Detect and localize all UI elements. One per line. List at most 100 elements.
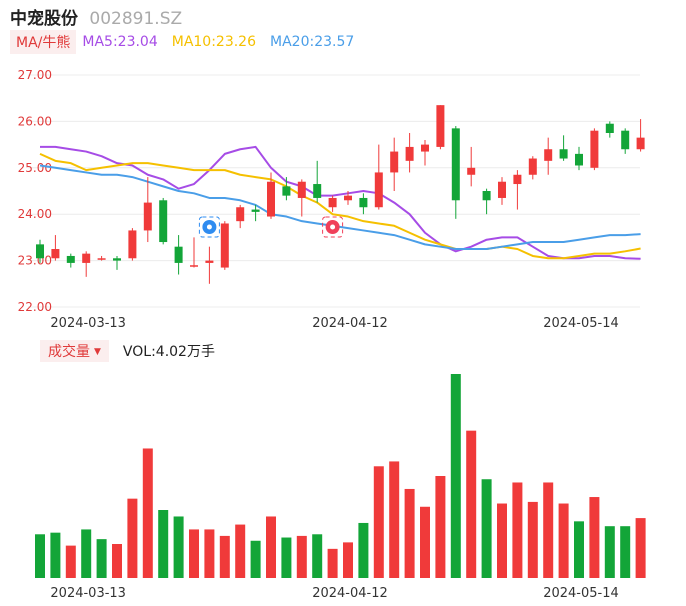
volume-bar bbox=[389, 461, 400, 578]
candle bbox=[251, 204, 260, 222]
candle-body bbox=[82, 253, 91, 263]
candle-body bbox=[220, 223, 229, 268]
volume-bar bbox=[604, 526, 615, 578]
volume-legend: 成交量 ▼ VOL:4.02万手 bbox=[40, 340, 215, 362]
volume-bar bbox=[466, 430, 477, 578]
volume-bar bbox=[574, 521, 584, 578]
candle-body bbox=[621, 130, 630, 150]
candle-body bbox=[590, 130, 599, 168]
volume-bar bbox=[589, 497, 600, 578]
candle-body bbox=[236, 207, 245, 222]
volume-bar bbox=[558, 503, 569, 578]
candle bbox=[113, 255, 121, 270]
candle-body bbox=[636, 137, 645, 150]
candle bbox=[236, 204, 245, 229]
candle bbox=[390, 137, 399, 191]
volume-bar bbox=[312, 534, 323, 578]
volume-x-tick-label: 2024-04-12 bbox=[312, 586, 388, 601]
candle bbox=[544, 137, 553, 175]
marker-center bbox=[206, 224, 212, 230]
volume-bar bbox=[250, 540, 261, 578]
volume-bar bbox=[404, 488, 415, 578]
candle bbox=[159, 197, 168, 245]
ma20-legend: MA20:23.57 bbox=[270, 34, 355, 50]
x-tick-label: 2024-03-13 bbox=[50, 316, 126, 331]
candle-body bbox=[328, 197, 337, 208]
candle-body bbox=[528, 158, 537, 175]
candle-body bbox=[451, 128, 460, 201]
candle-body bbox=[513, 174, 522, 185]
marker-center bbox=[330, 224, 336, 230]
ma5-line bbox=[40, 145, 641, 260]
candle-body bbox=[359, 197, 368, 208]
candle-body bbox=[436, 105, 445, 147]
candle-body bbox=[66, 255, 75, 263]
volume-bar bbox=[420, 506, 430, 578]
y-tick-label: 25.00 bbox=[18, 161, 52, 175]
ma10-legend: MA10:23.26 bbox=[171, 34, 257, 50]
bear-badge-icon bbox=[322, 216, 344, 238]
candle bbox=[636, 119, 645, 152]
candle bbox=[220, 221, 229, 270]
bull-badge-icon bbox=[198, 216, 220, 238]
candle bbox=[359, 193, 368, 215]
ma20-line bbox=[39, 164, 641, 250]
volume-bar bbox=[481, 479, 492, 578]
dropdown-caret-icon: ▼ bbox=[94, 347, 101, 357]
candle bbox=[528, 156, 537, 180]
candle-body bbox=[97, 258, 106, 260]
volume-bar bbox=[450, 374, 461, 578]
candle bbox=[51, 235, 60, 261]
volume-bar bbox=[65, 545, 76, 578]
candle-body bbox=[143, 202, 152, 231]
volume-bar bbox=[343, 542, 353, 578]
volume-indicator-label: 成交量 bbox=[48, 344, 90, 360]
volume-x-tick-label: 2024-05-14 bbox=[543, 586, 619, 601]
volume-bar bbox=[127, 498, 138, 578]
candle bbox=[605, 121, 614, 138]
candle-body bbox=[128, 230, 137, 259]
marker-frame bbox=[198, 216, 220, 238]
candle-body bbox=[421, 144, 429, 152]
candle-body bbox=[267, 181, 275, 217]
volume-indicator-dropdown[interactable]: 成交量 ▼ bbox=[40, 340, 109, 362]
ma-mode-selector[interactable]: MA/牛熊 bbox=[10, 30, 77, 54]
candle bbox=[205, 246, 214, 284]
candle bbox=[128, 228, 137, 261]
candle bbox=[297, 179, 306, 217]
candle-body bbox=[205, 260, 214, 263]
volume-bar bbox=[173, 516, 184, 578]
candle-body bbox=[498, 181, 506, 198]
candle bbox=[590, 128, 599, 171]
candle-body bbox=[174, 246, 183, 263]
ma10-line bbox=[39, 152, 641, 260]
y-tick-label: 26.00 bbox=[18, 114, 52, 128]
candle bbox=[97, 255, 106, 261]
candle bbox=[421, 139, 429, 166]
y-tick-label: 23.00 bbox=[18, 254, 52, 268]
candle bbox=[36, 239, 44, 263]
candle bbox=[451, 126, 460, 219]
candle bbox=[405, 133, 414, 173]
volume-bar bbox=[620, 526, 631, 578]
candle bbox=[282, 177, 291, 201]
candle bbox=[190, 237, 198, 268]
volume-bar bbox=[373, 466, 384, 578]
volume-bar bbox=[35, 534, 45, 578]
volume-bar bbox=[81, 529, 92, 578]
y-tick-label: 22.00 bbox=[18, 300, 52, 314]
candle bbox=[328, 195, 337, 212]
volume-bar bbox=[296, 535, 307, 578]
candle-body bbox=[559, 149, 568, 159]
candle-body bbox=[251, 209, 260, 212]
candle bbox=[374, 144, 383, 210]
volume-bar bbox=[189, 529, 199, 578]
candle bbox=[82, 251, 91, 277]
candle bbox=[313, 160, 322, 203]
volume-bar bbox=[142, 448, 153, 578]
candle bbox=[344, 191, 352, 205]
volume-bar bbox=[235, 524, 246, 578]
candle-body bbox=[282, 186, 291, 196]
candle bbox=[513, 170, 522, 210]
candle-body bbox=[159, 200, 168, 243]
